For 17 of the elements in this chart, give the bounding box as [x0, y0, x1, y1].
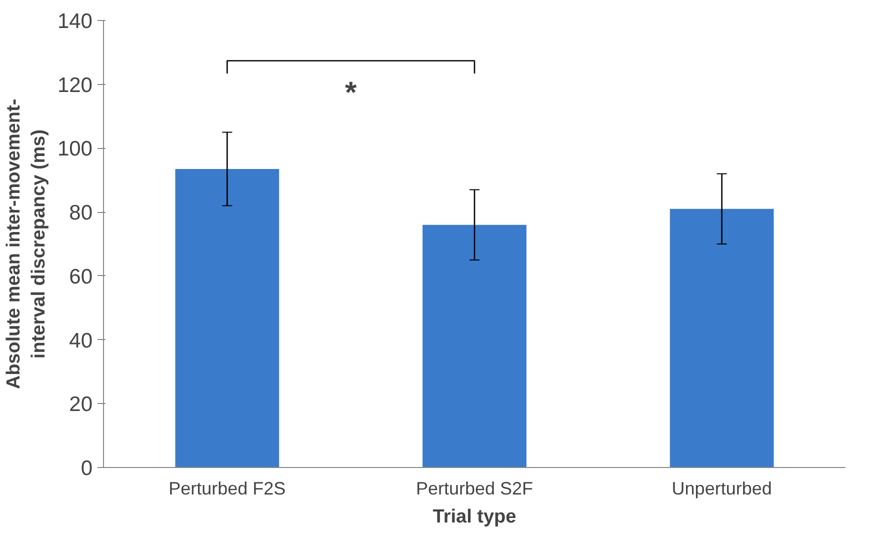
bar [422, 224, 526, 468]
y-tick-label: 80 [69, 202, 92, 225]
x-axis-title: Trial type [432, 506, 516, 528]
bar [670, 208, 774, 468]
y-tick-label: 60 [69, 265, 92, 288]
annotation: * [344, 76, 357, 110]
y-tick-label: 0 [80, 457, 93, 480]
x-tick-label: Unperturbed [672, 478, 772, 498]
y-tick-label: 120 [57, 74, 93, 97]
y-tick-label: 20 [69, 393, 92, 416]
y-tick-label: 100 [57, 138, 93, 161]
y-axis-title: Absolute mean inter-movement-interval discrepancy (ms) [3, 98, 50, 390]
y-tick-label: 140 [57, 10, 93, 33]
bar [175, 168, 280, 468]
x-tick-label: Perturbed S2F [416, 478, 534, 498]
y-tick-label: 40 [69, 329, 92, 352]
x-tick-label: Perturbed F2S [168, 478, 286, 498]
